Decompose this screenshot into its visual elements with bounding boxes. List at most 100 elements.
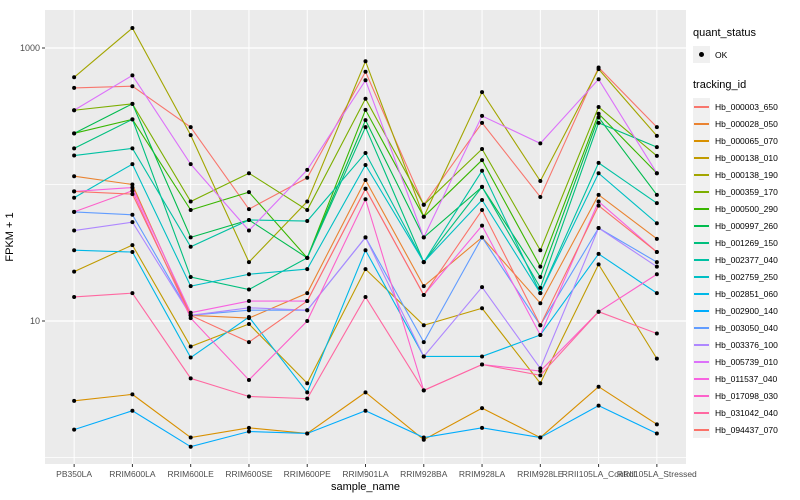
legend-item-Hb_000500_290: Hb_000500_290	[693, 200, 798, 217]
legend-item-Hb_003376_100: Hb_003376_100	[693, 336, 798, 353]
data-point-Hb_000359_170	[363, 96, 368, 101]
data-point-Hb_000359_170	[480, 147, 485, 152]
legend-line-icon	[694, 241, 709, 244]
legend-label: Hb_017098_030	[715, 390, 778, 401]
data-point-Hb_002851_060	[305, 390, 310, 395]
data-point-Hb_000138_190	[72, 75, 77, 80]
data-point-Hb_031042_040	[363, 294, 368, 299]
data-point-Hb_000003_650	[654, 125, 659, 130]
data-point-Hb_000003_650	[72, 85, 77, 90]
legend-line-icon	[694, 105, 709, 108]
data-point-Hb_003376_100	[421, 354, 426, 359]
legend-line-icon	[694, 275, 709, 278]
legend: quant_status OK tracking_id Hb_000003_65…	[693, 27, 798, 438]
legend-line-icon	[694, 411, 709, 414]
data-point-Hb_094437_070	[363, 186, 368, 191]
data-point-Hb_094437_070	[72, 189, 77, 194]
legend-line-icon	[694, 139, 709, 142]
legend-item-Hb_031042_040: Hb_031042_040	[693, 404, 798, 421]
data-point-Hb_005739_010	[246, 228, 251, 233]
data-point-Hb_094437_070	[246, 340, 251, 345]
data-point-Hb_005739_010	[596, 77, 601, 82]
legend-label: Hb_000138_190	[715, 169, 778, 180]
legend-key-swatch	[693, 268, 710, 285]
data-point-Hb_000138_010	[72, 269, 77, 274]
legend-item-Hb_017098_030: Hb_017098_030	[693, 387, 798, 404]
legend-line-icon	[694, 309, 709, 312]
data-point-Hb_002759_250	[363, 162, 368, 167]
legend-item-ok: OK	[693, 46, 798, 63]
data-point-Hb_001269_150	[72, 146, 77, 151]
legend-key-swatch	[693, 302, 710, 319]
data-point-Hb_031042_040	[480, 362, 485, 367]
data-point-Hb_011537_040	[538, 332, 543, 337]
data-point-Hb_094437_070	[305, 299, 310, 304]
legend-key-swatch	[693, 387, 710, 404]
y-tick-label-1000: 1000	[19, 43, 40, 53]
data-point-Hb_002759_250	[130, 162, 135, 167]
legend-item-Hb_002377_040: Hb_002377_040	[693, 251, 798, 268]
data-point-Hb_000028_050	[305, 291, 310, 296]
legend-key-swatch	[693, 285, 710, 302]
data-point-Hb_000003_650	[363, 69, 368, 74]
data-point-Hb_000003_650	[130, 84, 135, 89]
data-point-Hb_000138_190	[654, 133, 659, 138]
data-point-Hb_005739_010	[538, 141, 543, 146]
legend-line-icon	[694, 428, 709, 431]
data-point-Hb_031042_040	[538, 373, 543, 378]
legend-label: Hb_031042_040	[715, 407, 778, 418]
data-point-Hb_001269_150	[654, 145, 659, 150]
data-point-Hb_000997_260	[188, 235, 193, 240]
data-point-Hb_005739_010	[654, 171, 659, 176]
data-point-Hb_002900_140	[421, 435, 426, 440]
data-point-Hb_005739_010	[305, 167, 310, 172]
legend-line-icon	[694, 377, 709, 380]
data-point-Hb_002851_060	[654, 291, 659, 296]
data-point-Hb_002900_140	[246, 429, 251, 434]
data-point-Hb_002851_060	[480, 354, 485, 359]
data-point-Hb_000138_190	[596, 67, 601, 72]
data-point-Hb_000003_650	[188, 125, 193, 130]
legend-line-icon	[694, 394, 709, 397]
data-point-Hb_005739_010	[130, 73, 135, 78]
data-point-Hb_002377_040	[654, 201, 659, 206]
data-point-Hb_001269_150	[246, 287, 251, 292]
data-point-Hb_000065_070	[596, 384, 601, 389]
data-point-Hb_002759_250	[480, 197, 485, 202]
data-point-Hb_000138_190	[130, 26, 135, 31]
data-point-Hb_005739_010	[480, 113, 485, 118]
data-point-Hb_002759_250	[246, 272, 251, 277]
data-point-Hb_017098_030	[654, 272, 659, 277]
data-point-Hb_000028_050	[363, 177, 368, 182]
data-point-Hb_000138_010	[480, 306, 485, 311]
data-point-Hb_002377_040	[305, 219, 310, 224]
data-point-Hb_000997_260	[130, 101, 135, 106]
x-tick-label-RRIM928LA: RRIM928LA	[458, 469, 506, 479]
data-point-Hb_002851_060	[246, 314, 251, 319]
legend-key-ok	[693, 46, 710, 63]
data-point-Hb_031042_040	[305, 396, 310, 401]
legend-key-swatch	[693, 200, 710, 217]
data-point-Hb_003376_100	[596, 226, 601, 231]
legend-label: Hb_002377_040	[715, 254, 778, 265]
data-point-Hb_011537_040	[130, 185, 135, 190]
data-point-Hb_017098_030	[246, 377, 251, 382]
data-point-Hb_002900_140	[72, 427, 77, 432]
data-point-Hb_002759_250	[72, 195, 77, 200]
data-point-Hb_000997_260	[72, 131, 77, 136]
data-point-Hb_000138_010	[654, 356, 659, 361]
data-point-Hb_000028_050	[130, 182, 135, 187]
data-point-Hb_017098_030	[538, 369, 543, 374]
data-point-Hb_003376_100	[72, 228, 77, 233]
data-point-Hb_031042_040	[596, 309, 601, 314]
legend-label: Hb_002851_060	[715, 288, 778, 299]
data-point-Hb_000359_170	[654, 153, 659, 158]
data-point-Hb_011537_040	[246, 299, 251, 304]
legend-item-Hb_094437_070: Hb_094437_070	[693, 421, 798, 438]
data-point-Hb_094437_070	[130, 192, 135, 197]
data-point-Hb_003376_100	[654, 264, 659, 269]
legend-key-swatch	[693, 370, 710, 387]
data-point-Hb_000500_290	[480, 158, 485, 163]
data-point-Hb_002900_140	[480, 425, 485, 430]
